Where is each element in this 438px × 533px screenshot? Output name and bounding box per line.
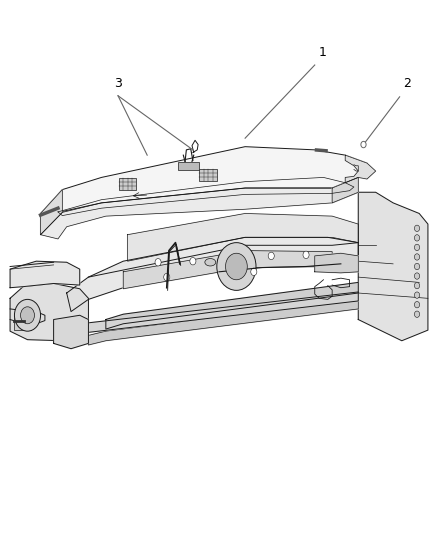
Polygon shape — [62, 292, 358, 341]
Circle shape — [14, 300, 41, 331]
Polygon shape — [41, 177, 358, 239]
Polygon shape — [315, 253, 358, 273]
Circle shape — [303, 251, 309, 259]
Text: 1: 1 — [318, 46, 326, 59]
Circle shape — [268, 252, 274, 260]
Circle shape — [226, 253, 247, 280]
Circle shape — [414, 273, 420, 279]
Bar — [14, 318, 31, 330]
Circle shape — [414, 244, 420, 251]
Ellipse shape — [205, 259, 216, 266]
Polygon shape — [358, 192, 428, 341]
Circle shape — [251, 268, 257, 276]
Circle shape — [414, 292, 420, 298]
Polygon shape — [88, 300, 358, 345]
Circle shape — [414, 311, 420, 317]
Circle shape — [414, 235, 420, 241]
Polygon shape — [53, 316, 88, 349]
Polygon shape — [41, 190, 62, 235]
Polygon shape — [10, 261, 80, 288]
Bar — [119, 179, 136, 190]
Polygon shape — [123, 251, 332, 289]
Text: 2: 2 — [403, 77, 411, 91]
Circle shape — [21, 307, 35, 324]
Circle shape — [414, 254, 420, 260]
Circle shape — [217, 243, 256, 290]
Circle shape — [414, 282, 420, 289]
Circle shape — [414, 263, 420, 270]
Bar — [199, 169, 217, 181]
Circle shape — [414, 225, 420, 231]
Polygon shape — [106, 282, 358, 329]
Circle shape — [155, 259, 161, 266]
Polygon shape — [345, 155, 376, 183]
Polygon shape — [332, 177, 358, 203]
Polygon shape — [41, 147, 367, 214]
Text: 3: 3 — [114, 77, 122, 91]
Polygon shape — [67, 237, 358, 312]
Bar — [178, 161, 199, 170]
Polygon shape — [127, 214, 358, 261]
Polygon shape — [10, 284, 88, 341]
Circle shape — [190, 257, 196, 265]
Circle shape — [164, 273, 170, 281]
Circle shape — [414, 302, 420, 308]
Circle shape — [361, 141, 366, 148]
